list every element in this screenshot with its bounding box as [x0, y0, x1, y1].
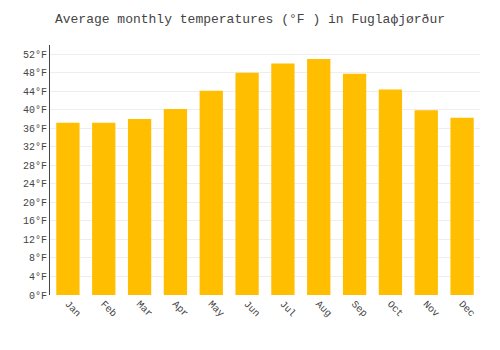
svg-text:40°F: 40°F [23, 105, 47, 116]
svg-text:Average monthly temperatures (: Average monthly temperatures (°F ) in Fu… [55, 12, 445, 27]
svg-text:52°F: 52°F [23, 50, 47, 61]
svg-text:12°F: 12°F [23, 235, 47, 246]
svg-text:May: May [206, 299, 227, 320]
svg-text:24°F: 24°F [23, 179, 47, 190]
svg-text:Jun: Jun [241, 299, 262, 320]
svg-text:Mar: Mar [134, 299, 155, 320]
svg-text:8°F: 8°F [29, 253, 47, 264]
svg-text:32°F: 32°F [23, 142, 47, 153]
svg-text:Nov: Nov [421, 299, 442, 320]
svg-text:36°F: 36°F [23, 124, 47, 135]
svg-text:Apr: Apr [170, 299, 191, 320]
svg-text:Aug: Aug [313, 299, 334, 320]
svg-text:20°F: 20°F [23, 198, 47, 209]
svg-text:Jan: Jan [62, 299, 83, 320]
svg-text:Jul: Jul [277, 299, 298, 320]
svg-text:Oct: Oct [385, 299, 406, 320]
svg-text:16°F: 16°F [23, 216, 47, 227]
svg-text:48°F: 48°F [23, 68, 47, 79]
svg-text:44°F: 44°F [23, 87, 47, 98]
svg-text:4°F: 4°F [29, 272, 47, 283]
svg-text:0°F: 0°F [29, 291, 47, 302]
svg-text:Dec: Dec [456, 299, 477, 320]
svg-text:Sep: Sep [349, 299, 370, 320]
svg-text:28°F: 28°F [23, 161, 47, 172]
svg-text:Feb: Feb [98, 299, 119, 320]
